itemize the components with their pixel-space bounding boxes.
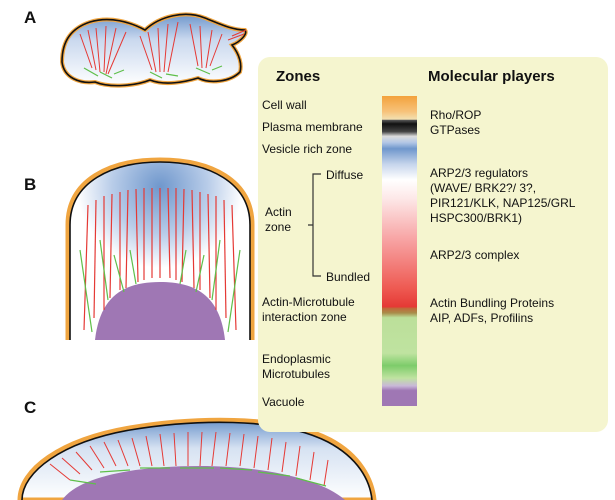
- zone-bundled: Bundled: [326, 270, 371, 284]
- zone-plasma-membrane: Plasma membrane: [262, 120, 363, 134]
- player-arp-reg-line-4: HSPC300/BRK1): [430, 211, 523, 225]
- player-rho-rop-line-1: Rho/ROP: [430, 108, 482, 122]
- zone-cell-wall: Cell wall: [262, 98, 307, 112]
- legend-panel: [258, 57, 608, 432]
- player-arp-reg-line-2: (WAVE/ BRK2?/ 3?,: [430, 181, 537, 195]
- player-arp-reg-line-3: PIR121/KLK, NAP125/GRL: [430, 196, 576, 210]
- zone-diffuse: Diffuse: [326, 168, 364, 182]
- zone-endoplasmic-line-2: Microtubules: [262, 367, 331, 381]
- zone-vesicle-rich: Vesicle rich zone: [262, 142, 353, 156]
- zone-actin-mt-line-2: interaction zone: [262, 310, 347, 324]
- zone-actin-line-1: Actin: [265, 205, 292, 219]
- panel-label-a: A: [24, 8, 37, 27]
- player-arp-complex: ARP2/3 complex: [430, 248, 520, 262]
- player-rho-rop-line-2: GTPases: [430, 123, 481, 137]
- zone-actin-mt-line-1: Actin-Microtubule: [262, 295, 355, 309]
- zone-vacuole: Vacuole: [262, 395, 305, 409]
- player-bundling-line-1: Actin Bundling Proteins: [430, 296, 555, 310]
- zone-color-bar: [382, 96, 417, 406]
- zones-header: Zones: [276, 68, 321, 85]
- panel-label-c: C: [24, 398, 37, 417]
- player-arp-reg-line-1: ARP2/3 regulators: [430, 166, 529, 180]
- player-bundling-line-2: AIP, ADFs, Profilins: [430, 311, 534, 325]
- players-header: Molecular players: [428, 68, 555, 85]
- actin-zone-bracket: [308, 173, 321, 277]
- zone-actin-line-2: zone: [265, 220, 292, 234]
- panel-label-b: B: [24, 175, 37, 194]
- zone-endoplasmic-line-1: Endoplasmic: [262, 352, 331, 366]
